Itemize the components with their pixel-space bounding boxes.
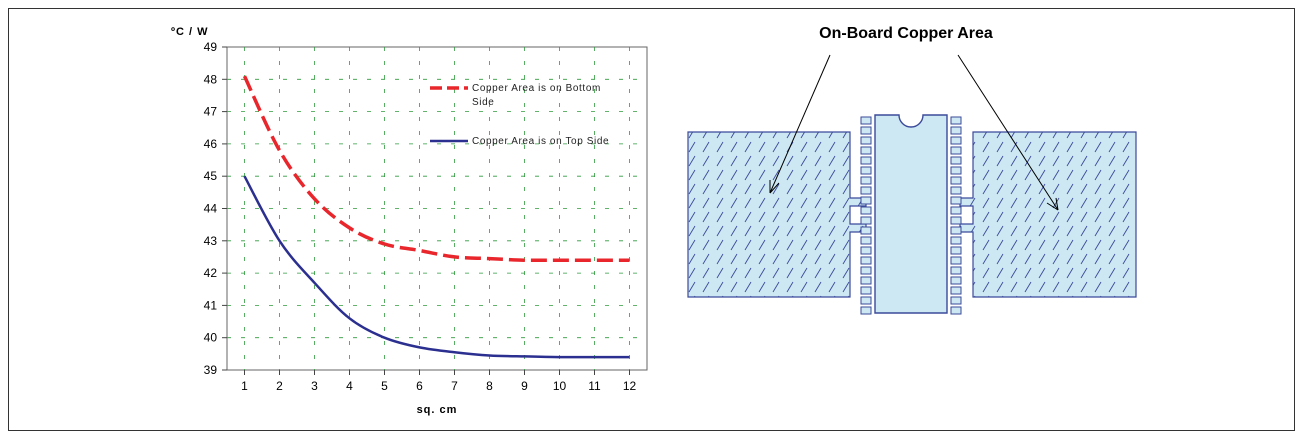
ic-pin-right: [950, 226, 962, 235]
x-tick-label: 12: [623, 379, 637, 393]
x-tick-label: 7: [451, 379, 458, 393]
x-tick-label: 6: [416, 379, 423, 393]
ic-pin-right: [950, 256, 962, 265]
ic-pin-left: [860, 196, 872, 205]
legend-label-bottom-side-line1: Copper Area is on Bottom: [472, 83, 601, 94]
ic-pin-left: [860, 146, 872, 155]
right-copper-hatch: [960, 132, 1136, 297]
x-tick-label: 5: [381, 379, 388, 393]
x-tick-label: 4: [346, 379, 353, 393]
series-line-top-side: [243, 175, 630, 359]
x-axis-title: sq. cm: [417, 404, 458, 416]
ic-pin-left: [860, 116, 872, 125]
y-tick-label: 44: [204, 202, 218, 216]
ic-pin-left: [860, 136, 872, 145]
ic-pin-right: [950, 116, 962, 125]
diagram-title: On-Board Copper Area: [819, 25, 993, 42]
arrow-right-head: [1046, 197, 1059, 211]
grid-lines: [227, 47, 647, 370]
arrow-left: [769, 54, 831, 194]
ic-pin-right: [950, 266, 962, 275]
ic-pin-right: [950, 156, 962, 165]
y-tick-label: 48: [204, 72, 218, 86]
left-copper-hatch: [688, 132, 866, 297]
ic-pin-left: [860, 276, 872, 285]
ic-package: [874, 114, 948, 314]
series-layer: [242, 75, 630, 359]
ic-pin-right: [950, 136, 962, 145]
ic-pin-left: [860, 236, 872, 245]
y-tick-label: 46: [204, 137, 218, 151]
ic-pins: [860, 116, 962, 315]
callout-arrows: [769, 54, 1059, 211]
copper-area-diagram: On-Board Copper Area: [687, 25, 1137, 315]
ic-pin-left: [860, 286, 872, 295]
y-tick-label: 41: [204, 298, 218, 312]
ic-pin-right: [950, 146, 962, 155]
y-tick-label: 49: [204, 40, 218, 54]
ic-pin-right: [950, 176, 962, 185]
x-tick-label: 2: [276, 379, 283, 393]
y-tick-label: 43: [204, 234, 218, 248]
ic-pin-right: [950, 246, 962, 255]
y-tick-labels: 39 40 41 42 43 44 45 46 47 48 49: [204, 40, 227, 377]
y-tick-label: 47: [204, 105, 218, 119]
x-tick-label: 10: [553, 379, 567, 393]
legend-label-top-side: Copper Area is on Top Side: [472, 136, 609, 147]
ic-pin-left: [860, 256, 872, 265]
y-tick-label: 39: [204, 363, 218, 377]
ic-pin-right: [950, 126, 962, 135]
ic-pin-left: [860, 186, 872, 195]
ic-pin-right: [950, 166, 962, 175]
ic-pin-left: [860, 246, 872, 255]
series-line-bottom-side: [242, 75, 630, 263]
ic-pin-right: [950, 206, 962, 215]
x-tick-label: 9: [521, 379, 528, 393]
x-tick-label: 11: [588, 379, 601, 393]
ic-pin-right: [950, 276, 962, 285]
ic-pin-left: [860, 306, 872, 315]
x-tick-label: 8: [486, 379, 493, 393]
ic-pin-left: [860, 156, 872, 165]
ic-pin-right: [950, 196, 962, 205]
arrow-left-head: [769, 180, 780, 194]
ic-pin-left: [860, 226, 872, 235]
ic-pin-right: [950, 306, 962, 315]
x-tick-labels: 1 2 3 4 5 6 7 8 9 10 11 12: [241, 370, 636, 393]
ic-pin-left: [860, 266, 872, 275]
x-tick-label: 3: [311, 379, 318, 393]
figure-frame: [8, 8, 1295, 431]
y-tick-label: 40: [204, 331, 218, 345]
ic-pin-right: [950, 286, 962, 295]
ic-pin-left: [860, 296, 872, 305]
ic-pin-right: [950, 186, 962, 195]
x-tick-label: 1: [241, 379, 248, 393]
arrow-right: [957, 54, 1059, 211]
ic-pin-right: [950, 296, 962, 305]
y-axis-title: ºC / W: [171, 26, 209, 38]
ic-pin-left: [860, 216, 872, 225]
ic-pin-right: [950, 216, 962, 225]
ic-pin-left: [860, 206, 872, 215]
y-tick-label: 42: [204, 266, 218, 280]
ic-pin-left: [860, 166, 872, 175]
ic-pin-left: [860, 126, 872, 135]
legend: Copper Area is on Bottom Side Copper Are…: [430, 83, 609, 147]
y-tick-label: 45: [204, 169, 218, 183]
ic-pin-left: [860, 176, 872, 185]
legend-label-bottom-side-line2: Side: [472, 97, 494, 108]
ic-pin-right: [950, 236, 962, 245]
